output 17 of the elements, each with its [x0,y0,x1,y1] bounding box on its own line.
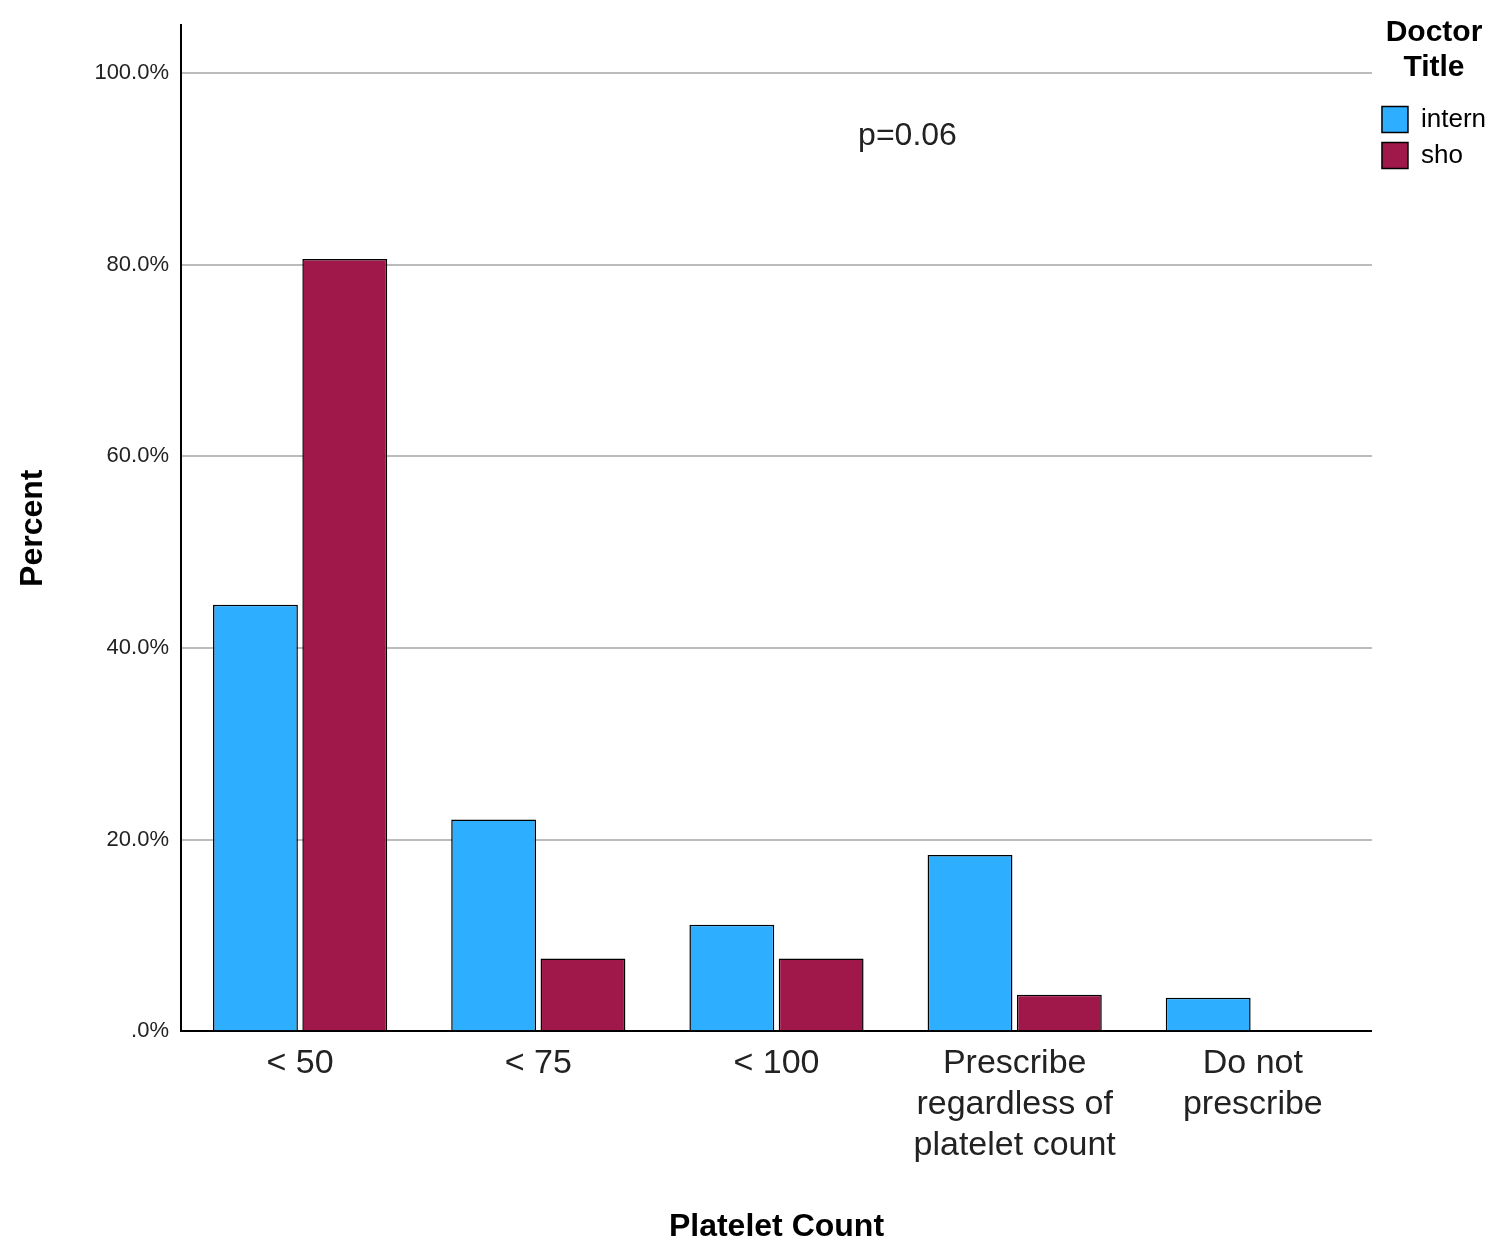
y-tick-label: 80.0% [106,250,170,276]
x-tick-label: < 75 [504,1041,572,1080]
y-tick-label: 100.0% [94,59,170,85]
x-axis-title: Platelet Count [668,1206,885,1243]
y-axis-title: Percent [13,469,50,587]
legend-title: Doctor Title [1385,14,1483,82]
annotation: p=0.06 [858,116,957,153]
x-tick-label: Prescribe regardless of platelet count [913,1041,1117,1162]
y-tick-label: 40.0% [106,634,170,660]
legend-label: sho [1420,138,1463,169]
y-tick-label: 20.0% [106,825,170,851]
x-tick-label: Do not prescribe [1182,1041,1323,1121]
y-tick-label: .0% [131,1017,170,1043]
legend-label: intern [1420,102,1487,133]
y-tick-label: 60.0% [106,442,170,468]
x-tick-label: < 50 [266,1041,334,1080]
x-tick-label: < 100 [733,1041,820,1080]
